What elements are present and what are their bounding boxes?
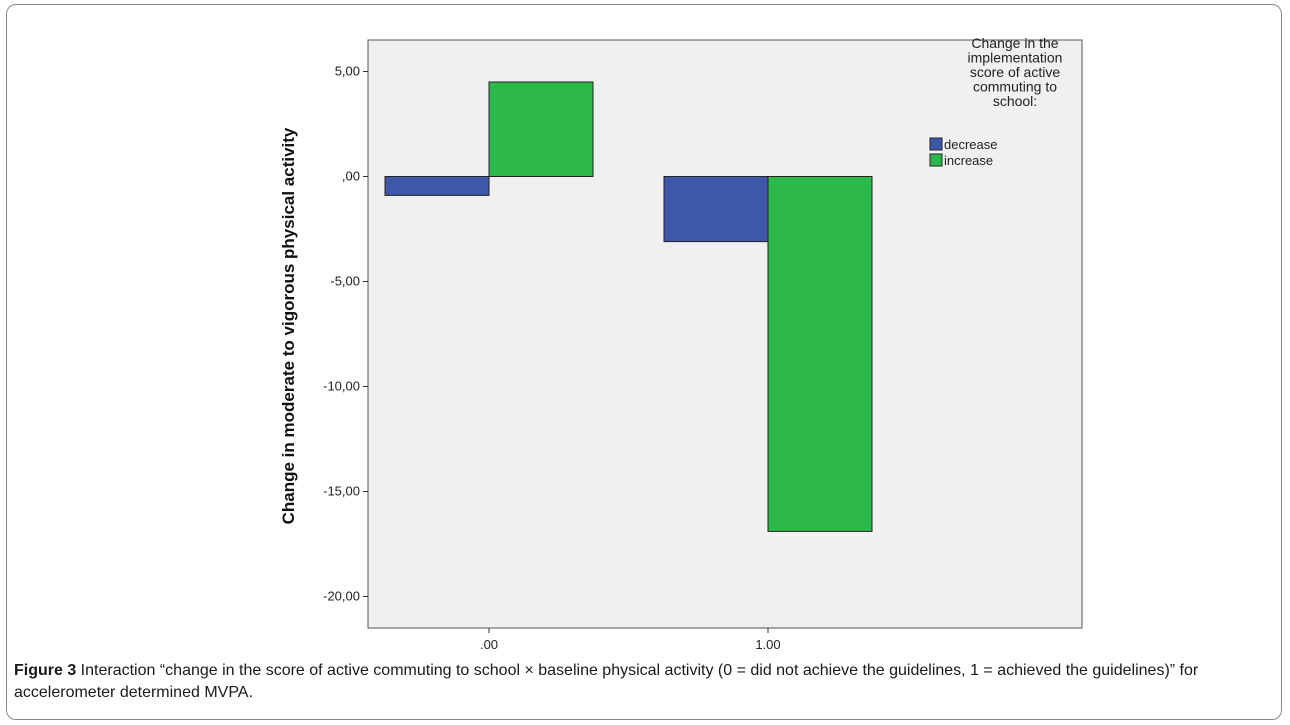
legend-title-line: score of active [970,64,1060,80]
caption-text: Interaction “change in the score of acti… [14,662,1199,701]
legend-swatch-decrease [929,137,943,151]
y-tick-label: -15,00 [323,484,360,499]
x-tick-label: .00 [480,637,498,652]
bar-decrease-1 [663,176,769,243]
axes-group: 5,00 ,00 -5,00 -10,00 -15,00 -20,00 .00 1.00 [323,64,781,653]
bar-chart: 5,00 ,00 -5,00 -10,00 -15,00 -20,00 .00 1.00 Ch… [279,35,1083,653]
legend-title-line: Change in the [971,35,1058,51]
bar-increase-0 [488,81,594,177]
caption-label: Figure 3 [14,662,77,679]
bar-decrease-0 [384,176,490,196]
bars-group [384,81,873,532]
y-tick-label: -10,00 [323,379,360,394]
y-tick-label: 5,00 [335,64,360,79]
y-axis-label: Change in moderate to vigorous physical … [279,127,298,524]
y-tick-label: ,00 [342,169,360,184]
legend-swatch-increase [929,153,943,167]
figure-caption: Figure 3 Interaction “change in the scor… [14,660,1254,704]
legend-title-line: implementation [968,50,1063,66]
legend-title-line: school: [993,93,1037,109]
plot-area [367,39,1083,629]
y-tick-label: -5,00 [330,274,360,289]
legend-label-decrease: decrease [944,137,997,152]
y-tick-label: -20,00 [323,589,360,604]
figure-frame [6,4,1282,720]
bar-increase-1 [767,176,873,532]
x-tick-label: 1.00 [755,637,780,652]
legend-title-line: commuting to [973,79,1057,95]
legend-label-increase: increase [944,153,993,168]
